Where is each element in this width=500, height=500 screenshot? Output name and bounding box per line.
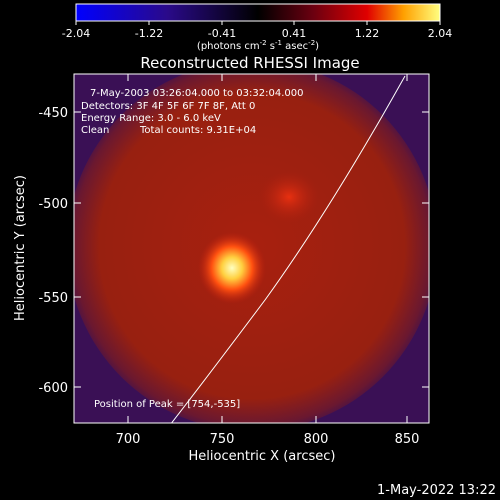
colorbar-ticks	[75, 21, 441, 25]
plot-frame	[73, 73, 430, 424]
annotation-time-range: 7-May-2003 03:26:04.000 to 03:32:04.000	[90, 88, 303, 99]
y-tick-label: -500	[38, 197, 68, 212]
x-tick-label: 800	[304, 432, 329, 447]
annotation-method: Clean	[81, 125, 109, 136]
secondary-source	[259, 171, 319, 223]
colorbar-tick-label: 2.04	[428, 27, 453, 40]
x-axis-label: Heliocentric X (arcsec)	[189, 449, 336, 464]
y-tick-label: -600	[38, 381, 68, 396]
colorbar-gradient	[75, 3, 441, 22]
y-tick-label: -450	[38, 106, 68, 121]
colorbar-units: (photons cm-2 s-1 asec-2)	[197, 39, 319, 52]
solar-image	[74, 74, 429, 423]
colorbar-tick-label: -0.41	[208, 27, 236, 40]
annotation-energy: Energy Range: 3.0 - 6.0 keV	[81, 113, 221, 124]
colorbar: -2.04 -1.22 -0.41 0.41 1.22 2.04 (photon…	[62, 3, 453, 52]
x-tick-label: 750	[210, 432, 235, 447]
solar-limb-line	[170, 75, 406, 423]
annotation-detectors: Detectors: 3F 4F 5F 6F 7F 8F, Att 0	[81, 101, 255, 112]
peak-source	[198, 232, 266, 304]
annotation-counts: Total counts: 9.31E+04	[139, 125, 256, 136]
annotation-peak: Position of Peak = [754,-535]	[94, 399, 240, 410]
colorbar-tick-label: 0.41	[282, 27, 307, 40]
x-tick-label: 700	[116, 432, 141, 447]
footer-timestamp: 1-May-2022 13:22	[377, 483, 496, 498]
plot-title: Reconstructed RHESSI Image	[140, 54, 359, 72]
x-tick-label: 850	[395, 432, 420, 447]
y-axis-label: Heliocentric Y (arcsec)	[13, 175, 28, 321]
colorbar-tick-label: -2.04	[62, 27, 90, 40]
colorbar-tick-label: -1.22	[135, 27, 163, 40]
axis-ticks	[74, 74, 429, 423]
y-tick-label: -550	[38, 291, 68, 306]
colorbar-tick-label: 1.22	[355, 27, 380, 40]
